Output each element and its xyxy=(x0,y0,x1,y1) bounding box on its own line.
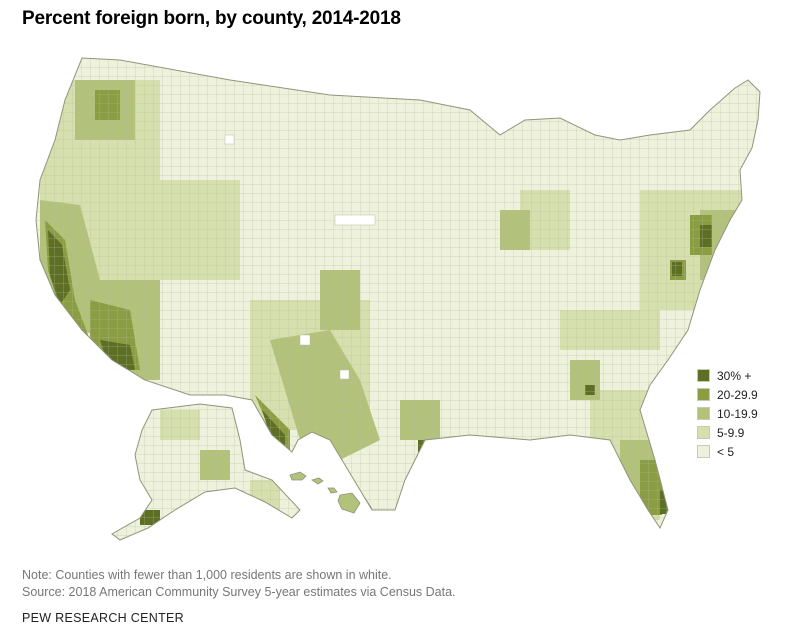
legend-item: 10-19.9 xyxy=(697,404,758,423)
legend: 30% + 20-29.9 10-19.9 5-9.9 < 5 xyxy=(697,366,758,461)
legend-swatch xyxy=(697,388,710,401)
us-county-map xyxy=(35,57,761,541)
legend-item: 20-29.9 xyxy=(697,385,758,404)
hawaii xyxy=(289,471,361,514)
legend-item: < 5 xyxy=(697,442,758,461)
brand-name: PEW RESEARCH CENTER xyxy=(22,611,184,625)
legend-item: 30% + xyxy=(697,366,758,385)
legend-item: 5-9.9 xyxy=(697,423,758,442)
legend-swatch xyxy=(697,426,710,439)
chart-note: Note: Counties with fewer than 1,000 res… xyxy=(22,568,392,582)
legend-swatch xyxy=(697,407,710,420)
contiguous-us xyxy=(35,57,761,529)
legend-label: 30% + xyxy=(717,368,752,383)
legend-swatch xyxy=(697,445,710,458)
legend-label: < 5 xyxy=(717,444,735,459)
chart-source: Source: 2018 American Community Survey 5… xyxy=(22,585,456,599)
legend-swatch xyxy=(697,369,710,382)
legend-label: 10-19.9 xyxy=(717,406,758,421)
legend-label: 5-9.9 xyxy=(717,425,745,440)
legend-label: 20-29.9 xyxy=(717,387,758,402)
chart-title: Percent foreign born, by county, 2014-20… xyxy=(22,8,401,29)
